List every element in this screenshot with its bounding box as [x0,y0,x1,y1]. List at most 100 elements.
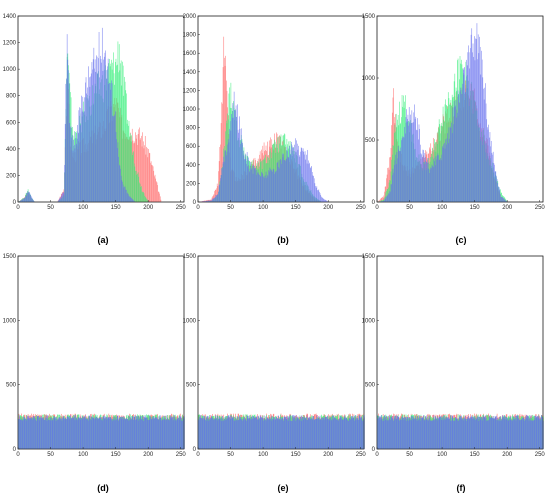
bin-bar [333,415,335,449]
bin-bar [291,420,293,449]
bin-bar [96,55,97,202]
bin-bar [118,156,119,202]
bin-bar [524,419,526,449]
bin-bar [343,418,345,449]
bin-bar [274,417,275,449]
bin-bar [237,416,238,449]
bin-bar [126,189,127,202]
bin-bar [207,200,209,202]
bin-bar [316,186,318,202]
bin-bar [321,197,323,202]
bin-bar [42,417,43,449]
bin-bar [406,420,407,449]
bin-bar [254,417,256,449]
bin-bar [438,155,439,202]
bin-bar [94,68,95,202]
x-tick-label: 50 [406,452,413,458]
bin-bar [38,416,39,449]
bin-bar [521,419,523,449]
bin-bar [120,416,121,449]
bin-bar [267,417,269,449]
bin-bar [275,418,277,449]
bin-bar [214,419,215,449]
bin-bar [81,419,83,449]
bin-bar [47,415,48,449]
bin-bar [504,415,506,449]
bin-bar [118,418,120,449]
y-tick-label: 2000 [183,14,197,20]
bin-bar [97,73,99,202]
bin-bar [98,31,100,203]
bin-bar [116,65,117,202]
bin-bar [432,167,434,202]
bin-bar [135,415,137,449]
bin-bar [502,197,504,202]
bin-bar [75,131,76,202]
bin-bar [274,173,275,202]
bin-bar [35,419,37,449]
bin-bar [336,419,337,449]
bin-bar [52,420,54,449]
bin-bar [453,124,454,202]
bin-bar [383,199,385,202]
bin-bar [459,416,461,449]
bin-bar [62,417,63,449]
bin-bar [302,150,303,202]
series-blue [198,91,329,202]
bin-bar [280,158,281,202]
y-tick-label: 1000 [183,107,197,113]
bin-bar [294,144,295,202]
bin-bar [243,155,245,202]
x-tick-label: 200 [143,205,154,211]
bin-bar [170,415,171,449]
bin-bar [387,419,389,449]
bin-bar [19,415,20,449]
bin-bar [285,416,287,449]
bin-bar [382,420,383,449]
bin-bar [132,199,134,202]
bin-bar [51,417,52,449]
bin-bar [497,183,499,202]
bin-bar [501,196,503,202]
bin-bar [362,420,364,449]
bin-bar [94,419,95,449]
bin-bar [85,419,87,449]
bin-bar [49,418,51,449]
bin-bar [152,417,153,449]
bin-bar [239,415,240,449]
bin-bar [289,149,291,202]
bin-bar [66,34,68,202]
bin-bar [308,163,310,202]
bin-bar [87,419,88,449]
bin-bar [311,166,312,202]
bin-bar [133,416,135,449]
bin-bar [131,198,133,202]
bin-bar [419,144,421,202]
bin-bar [487,127,488,202]
bin-bar [411,110,413,202]
bin-bar [331,420,333,449]
bin-bar [425,419,427,449]
bin-bar [424,420,426,449]
bin-bar [256,415,258,449]
bin-bar [440,160,442,202]
bin-bar [155,417,157,449]
bin-bar [143,193,145,202]
y-tick-label: 1000 [183,318,197,324]
bin-bar [299,419,301,449]
bin-bar [217,415,219,449]
bin-bar [297,416,299,449]
bin-bar [429,169,431,202]
bin-bar [449,138,450,202]
bin-bar [350,416,352,449]
bin-bar [120,63,121,202]
bin-bar [497,417,499,449]
bin-bar [306,415,308,449]
bin-bar [222,162,224,202]
bin-bar [229,128,230,202]
bin-bar [253,417,255,449]
bin-bar [120,175,122,202]
bin-bar [323,417,325,449]
bin-bar [125,419,127,449]
bin-bar [286,418,288,449]
